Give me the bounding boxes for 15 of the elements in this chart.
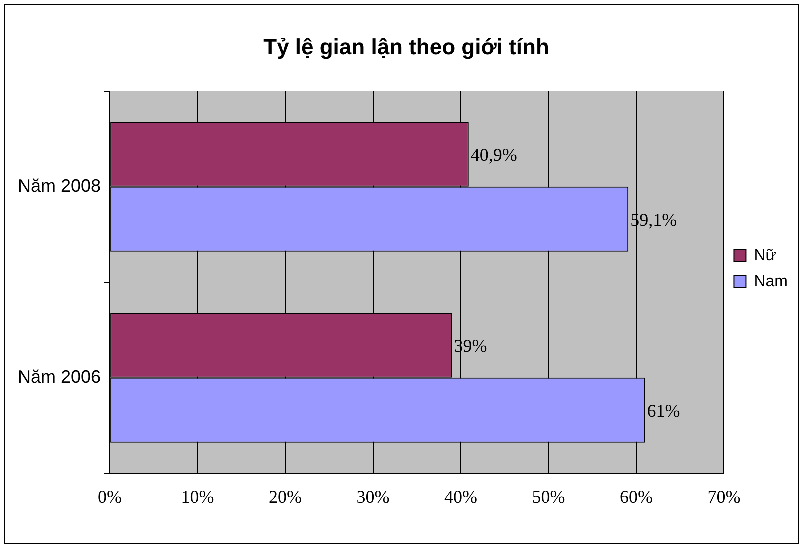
x-tick-label: 0% <box>98 486 122 507</box>
y-tick-label: Năm 2006 <box>18 366 102 387</box>
x-tick-label: 10% <box>181 486 214 507</box>
x-tick-label: 70% <box>708 486 741 507</box>
data-label: 61% <box>647 401 680 422</box>
legend-label: Nam <box>754 273 788 290</box>
data-label: 40,9% <box>470 145 518 166</box>
x-tick-label: 30% <box>356 486 390 507</box>
x-tick-label: 20% <box>269 486 302 507</box>
x-tick-label: 40% <box>444 486 478 507</box>
x-tick-label: 60% <box>620 486 653 507</box>
x-tick-label: 50% <box>532 486 566 507</box>
legend-label: Nữ <box>754 247 777 264</box>
y-tick-label: Năm 2008 <box>18 176 102 196</box>
chart-title: Tỷ lệ gian lận theo giới tính <box>264 34 550 60</box>
